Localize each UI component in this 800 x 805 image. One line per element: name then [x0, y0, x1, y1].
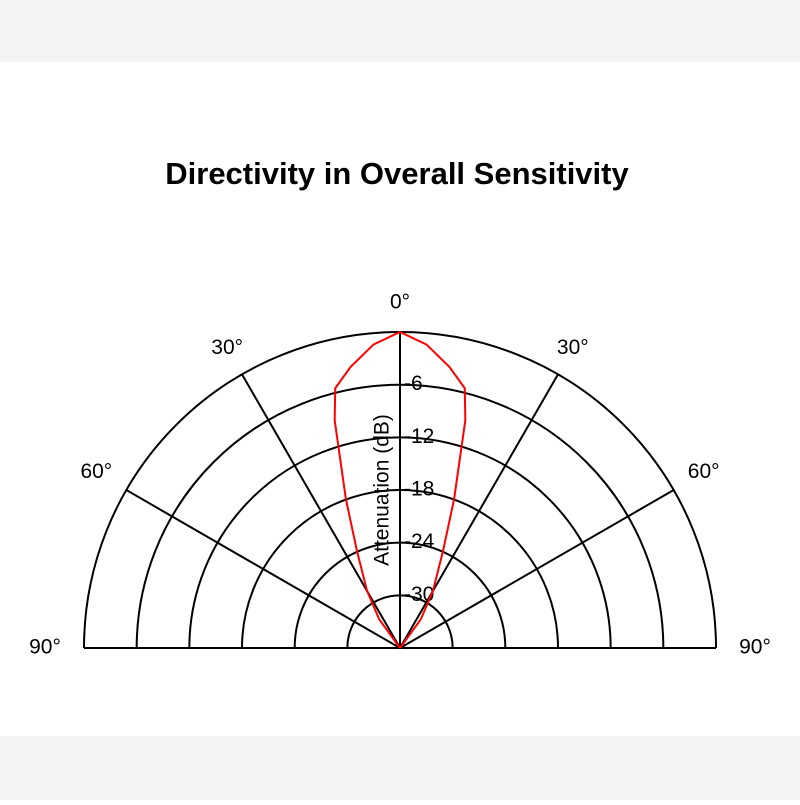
r-tick-label: -12	[404, 425, 434, 448]
grid-ray	[399, 489, 675, 649]
theta-tick-label: 30°	[557, 336, 589, 359]
grid-ray	[241, 373, 401, 649]
theta-tick-label: 90°	[739, 636, 771, 659]
grid-ray	[125, 489, 401, 649]
theta-tick-label: 30°	[211, 336, 243, 359]
theta-tick-label: 60°	[80, 460, 112, 483]
r-tick-label: -24	[404, 530, 435, 553]
theta-tick-label: 90°	[29, 636, 61, 659]
r-tick-label: -18	[404, 478, 434, 501]
grid-ray	[399, 373, 559, 649]
chart-title: Directivity in Overall Sensitivity	[165, 156, 629, 191]
theta-tick-label: 60°	[688, 460, 720, 483]
bottom-band	[0, 736, 800, 800]
top-band	[0, 0, 800, 62]
r-axis-label: Attenuation (dB)	[371, 414, 394, 566]
r-tick-label: -6	[404, 372, 423, 395]
pattern-line	[333, 330, 467, 649]
theta-tick-label: 0°	[390, 291, 410, 314]
